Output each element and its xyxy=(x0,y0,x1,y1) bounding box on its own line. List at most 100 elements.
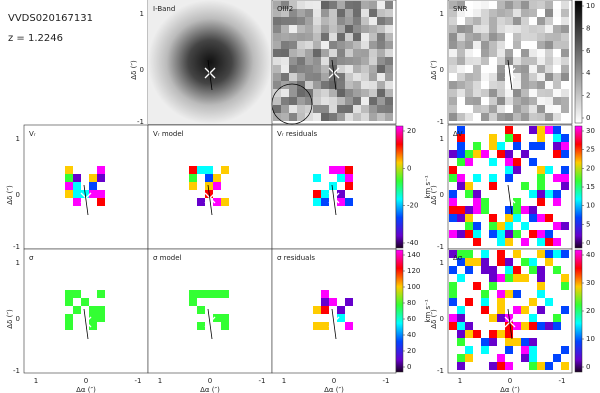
pixel xyxy=(489,17,497,25)
pixel xyxy=(449,282,457,290)
pixel xyxy=(521,89,529,97)
pixel xyxy=(321,25,329,33)
pixel xyxy=(205,174,213,182)
pixel xyxy=(473,222,481,230)
pixel xyxy=(353,17,361,25)
y-tick-label: 1 xyxy=(140,10,144,18)
pixel xyxy=(553,105,561,113)
x-tick-label: -1 xyxy=(259,377,266,385)
pixel xyxy=(505,230,513,238)
pixel xyxy=(273,1,281,9)
pixel xyxy=(505,166,513,174)
pixel xyxy=(89,190,97,198)
pixel xyxy=(489,142,497,150)
pixel xyxy=(377,65,385,73)
pixel xyxy=(529,105,537,113)
pixel xyxy=(521,41,529,49)
colorbar-tick-label: 0 xyxy=(586,114,590,122)
pixel xyxy=(521,105,529,113)
pixel xyxy=(361,65,369,73)
pixel xyxy=(353,73,361,81)
pixel xyxy=(385,113,393,121)
pixel xyxy=(545,73,553,81)
pixel xyxy=(213,290,221,298)
pixel xyxy=(497,97,505,105)
pixel xyxy=(345,1,353,9)
pixel xyxy=(465,346,473,354)
pixel xyxy=(529,33,537,41)
pixel xyxy=(281,113,289,121)
pixel xyxy=(529,65,537,73)
pixel xyxy=(537,126,545,134)
pixel xyxy=(489,330,497,338)
pixel xyxy=(561,33,569,41)
pixel xyxy=(65,314,73,322)
pixel xyxy=(273,25,281,33)
pixel xyxy=(513,306,521,314)
pixel xyxy=(537,190,545,198)
pixel xyxy=(561,274,569,282)
pixel xyxy=(189,298,197,306)
pixel xyxy=(481,49,489,57)
pixel xyxy=(553,65,561,73)
pixel xyxy=(521,222,529,230)
pixel xyxy=(337,73,345,81)
pixel xyxy=(345,174,353,182)
pixel xyxy=(537,166,545,174)
pixel xyxy=(457,274,465,282)
pixel xyxy=(489,282,497,290)
pixel xyxy=(473,142,481,150)
pixel xyxy=(297,9,305,17)
colorbar-tick-label: 60 xyxy=(407,315,416,323)
pixel xyxy=(97,190,105,198)
pixel xyxy=(513,113,521,121)
slit xyxy=(331,59,337,91)
pixel xyxy=(65,190,73,198)
pixel xyxy=(537,134,545,142)
colorbar xyxy=(395,125,404,249)
pixel xyxy=(545,190,553,198)
pixel xyxy=(313,113,321,121)
pixel xyxy=(545,33,553,41)
pixel xyxy=(321,105,329,113)
pixel xyxy=(497,314,505,322)
pixel xyxy=(353,33,361,41)
pixel xyxy=(505,17,513,25)
pixel xyxy=(561,222,569,230)
pixel xyxy=(537,306,545,314)
pixel xyxy=(361,17,369,25)
pixel xyxy=(329,33,337,41)
pixel xyxy=(273,9,281,17)
pixel xyxy=(553,238,561,246)
pixel xyxy=(313,1,321,9)
pixel xyxy=(505,49,513,57)
pixel xyxy=(213,174,221,182)
pixel xyxy=(345,97,353,105)
pixel xyxy=(505,81,513,89)
pixel xyxy=(449,290,457,298)
pixel xyxy=(321,65,329,73)
pixel xyxy=(465,97,473,105)
pixel xyxy=(473,97,481,105)
pixel xyxy=(449,250,457,258)
pixel xyxy=(321,17,329,25)
pixel xyxy=(313,17,321,25)
pixel xyxy=(321,41,329,49)
pixel xyxy=(313,198,321,206)
pixel xyxy=(457,49,465,57)
colorbar-tick-label: 0 xyxy=(586,239,590,247)
pixel xyxy=(513,41,521,49)
pixel xyxy=(537,97,545,105)
pixel xyxy=(505,222,513,230)
pixel xyxy=(505,330,513,338)
pixel xyxy=(377,25,385,33)
pixel xyxy=(473,113,481,121)
pixel xyxy=(465,41,473,49)
colorbar-unit: km s⁻¹ xyxy=(424,299,432,322)
pixel xyxy=(457,105,465,113)
pixel xyxy=(197,322,205,330)
pixel xyxy=(289,17,297,25)
pixel xyxy=(529,89,537,97)
pixel xyxy=(273,73,281,81)
